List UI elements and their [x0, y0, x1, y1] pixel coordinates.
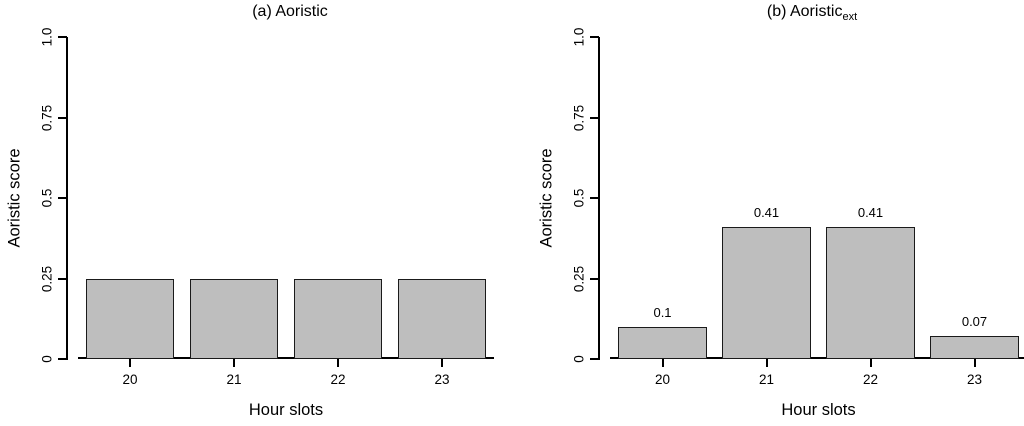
- chart-panel-b: (b) Aoristicext Aoristic score Hour slot…: [512, 0, 1024, 426]
- x-tick: [233, 359, 235, 367]
- y-tick: [590, 117, 599, 119]
- x-tick-label: 22: [862, 372, 879, 387]
- y-tick-label: 0.25: [571, 265, 587, 293]
- y-tick-label: 0.5: [39, 188, 55, 208]
- x-tick-label: 22: [330, 372, 346, 387]
- x-tick: [765, 359, 768, 367]
- bar-value-label: 0.07: [961, 314, 988, 329]
- x-axis-label: Hour slots: [781, 401, 856, 419]
- bar: [294, 279, 382, 359]
- x-axis-line: [610, 357, 1024, 359]
- chart-panel-a: (a) Aoristic Aoristic score Hour slots 0…: [6, 3, 494, 419]
- y-tick-label: 0.75: [39, 104, 55, 132]
- x-tick-label: 20: [122, 372, 138, 387]
- y-tick: [58, 197, 67, 199]
- x-tick-label: 23: [434, 372, 450, 387]
- chart-title-text: (a) Aoristic: [252, 3, 328, 20]
- chart-title-text: (b) Aoristic: [766, 3, 843, 20]
- plot-area: 0 0.25 0.5 0.75 1.0 20 21 22 23: [39, 27, 494, 387]
- y-axis-line: [598, 37, 600, 360]
- bar-value-label: 0.41: [753, 205, 780, 220]
- y-tick: [58, 36, 67, 38]
- y-tick-label: 0.25: [39, 265, 55, 293]
- bar: [190, 279, 278, 359]
- y-tick: [590, 278, 599, 280]
- x-axis-label: Hour slots: [248, 401, 324, 419]
- y-tick-label: 0.75: [571, 104, 587, 132]
- y-tick: [58, 278, 67, 280]
- x-tick-label: 21: [758, 372, 775, 387]
- x-tick: [973, 359, 976, 367]
- y-tick-label: 0: [571, 355, 587, 363]
- x-tick: [661, 359, 664, 367]
- x-tick-label: 20: [654, 372, 671, 387]
- x-tick: [337, 359, 339, 367]
- y-tick-label: 1.0: [571, 27, 587, 47]
- bar: [86, 279, 174, 359]
- y-tick: [590, 358, 599, 360]
- chart-title-subscript: ext: [842, 11, 858, 24]
- bar-value-label: 0.1: [653, 305, 672, 320]
- bar: [930, 336, 1019, 359]
- chart-title: (b) Aoristicext: [767, 3, 857, 23]
- x-tick: [129, 359, 131, 367]
- x-tick-label: 21: [226, 372, 242, 387]
- y-tick: [590, 197, 599, 199]
- x-tick: [441, 359, 443, 367]
- bar: [618, 327, 707, 359]
- y-tick: [590, 36, 599, 38]
- y-tick-label: 1.0: [39, 27, 55, 47]
- y-tick: [58, 358, 67, 360]
- bar: [826, 227, 915, 359]
- bar-value-label: 0.41: [857, 205, 884, 220]
- chart-title: (a) Aoristic: [252, 3, 328, 23]
- plot-area: 0 0.25 0.5 0.75 1.0 0.1 20 0.41 21 0.41 22 0.07 23: [512, 0, 1024, 426]
- x-tick: [869, 359, 872, 367]
- y-tick-label: 0: [39, 355, 55, 363]
- y-axis-line: [66, 37, 68, 360]
- bar: [398, 279, 486, 359]
- x-tick-label: 23: [966, 372, 983, 387]
- y-tick: [58, 117, 67, 119]
- bar: [722, 227, 811, 359]
- y-tick-label: 0.5: [571, 188, 587, 208]
- x-axis-line: [78, 357, 494, 359]
